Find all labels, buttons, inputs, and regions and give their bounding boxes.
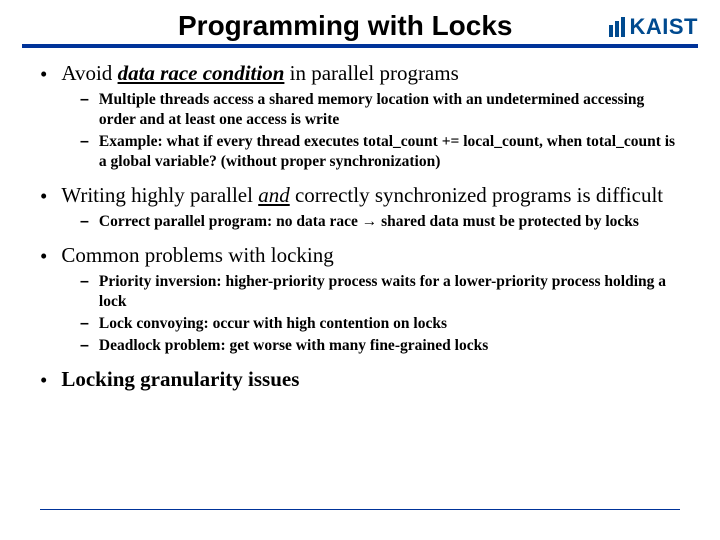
slide-title: Programming with Locks [22,10,609,42]
dash-icon: – [80,336,89,356]
kaist-logo: KAIST [609,10,699,40]
bullet-2: • Writing highly parallel and correctly … [40,182,680,210]
title-rule [22,44,698,48]
bullet-dot-icon: • [40,60,47,88]
content: • Avoid data race condition in parallel … [22,60,698,394]
bullet-2-sub-1-text: Correct parallel program: no data race →… [99,212,639,232]
bullet-3-text: Common problems with locking [61,242,333,268]
bullet-3: • Common problems with locking [40,242,680,270]
bullet-dot-icon: • [40,182,47,210]
bullet-1: • Avoid data race condition in parallel … [40,60,680,88]
bullet-3-sub-1-text: Priority inversion: higher-priority proc… [99,272,680,312]
logo-bars-icon [609,17,625,37]
bullet-2-sub-1: – Correct parallel program: no data race… [80,212,680,232]
logo-text: KAIST [630,14,699,40]
dash-icon: – [80,212,89,232]
bullet-dot-icon: • [40,242,47,270]
dash-icon: – [80,90,89,110]
bullet-4: • Locking granularity issues [40,366,680,394]
bullet-3-sub-2: – Lock convoying: occur with high conten… [80,314,680,334]
slide: Programming with Locks KAIST • Avoid dat… [0,0,720,540]
bullet-3-sub-2-text: Lock convoying: occur with high contenti… [99,314,447,334]
dash-icon: – [80,314,89,334]
bullet-1-sub-2: – Example: what if every thread executes… [80,132,680,172]
bullet-2-text: Writing highly parallel and correctly sy… [61,182,663,208]
header: Programming with Locks KAIST [22,10,698,42]
bullet-dot-icon: • [40,366,47,394]
dash-icon: – [80,272,89,292]
footer-rule [40,509,680,510]
bullet-3-sub-3-text: Deadlock problem: get worse with many fi… [99,336,488,356]
bullet-1-sub-1: – Multiple threads access a shared memor… [80,90,680,130]
dash-icon: – [80,132,89,152]
bullet-3-sub-3: – Deadlock problem: get worse with many … [80,336,680,356]
bullet-1-sub-2-text: Example: what if every thread executes t… [99,132,680,172]
bullet-1-sub-1-text: Multiple threads access a shared memory … [99,90,680,130]
bullet-1-text: Avoid data race condition in parallel pr… [61,60,458,86]
arrow-icon: → [362,213,378,230]
bullet-3-sub-1: – Priority inversion: higher-priority pr… [80,272,680,312]
bullet-4-text: Locking granularity issues [61,366,299,392]
